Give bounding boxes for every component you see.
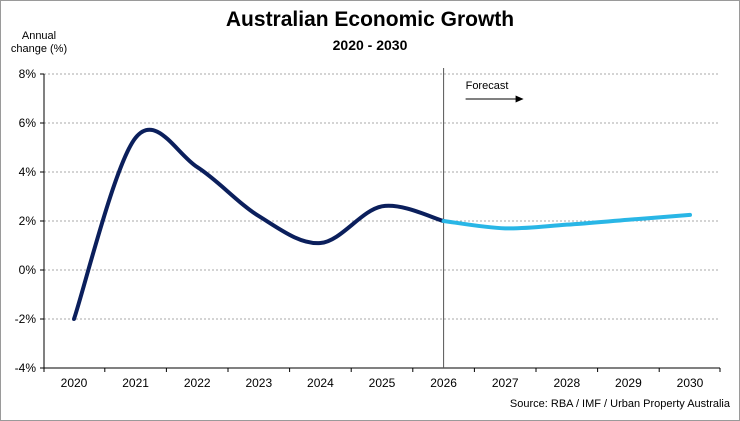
x-tick-label: 2028: [553, 376, 580, 390]
forecast-arrow-head: [515, 95, 524, 103]
x-tick-label: 2020: [61, 376, 88, 390]
x-tick-label: 2025: [369, 376, 396, 390]
y-tick-label: 6%: [19, 116, 37, 130]
x-tick-label: 2021: [122, 376, 149, 390]
y-tick-label: 4%: [19, 165, 37, 179]
x-tick-label: 2027: [492, 376, 519, 390]
y-tick-label: -4%: [15, 361, 37, 375]
y-tick-label: 8%: [19, 67, 37, 81]
forecast-annotation: Forecast: [466, 80, 509, 92]
y-axis-label-line: Annual: [21, 30, 57, 42]
y-tick-label: 2%: [19, 214, 37, 228]
chart-subtitle: 2020 - 2030: [332, 37, 408, 53]
series-line-actual: [72, 127, 446, 321]
y-axis-label-line: change (%): [10, 43, 68, 55]
y-axis-label: Annual change (%): [4, 30, 74, 56]
y-tick-label: -2%: [15, 312, 37, 326]
series-line-forecast: [441, 212, 692, 231]
x-tick-label: 2029: [615, 376, 642, 390]
source-note: Source: RBA / IMF / Urban Property Austr…: [509, 398, 730, 410]
x-tick-label: 2024: [307, 376, 334, 390]
chart-title: Australian Economic Growth: [225, 8, 515, 31]
x-tick-label: 2023: [245, 376, 272, 390]
y-tick-label: 0%: [19, 263, 37, 277]
x-tick-label: 2022: [184, 376, 211, 390]
x-tick-label: 2026: [430, 376, 457, 390]
x-tick-label: 2030: [677, 376, 704, 390]
